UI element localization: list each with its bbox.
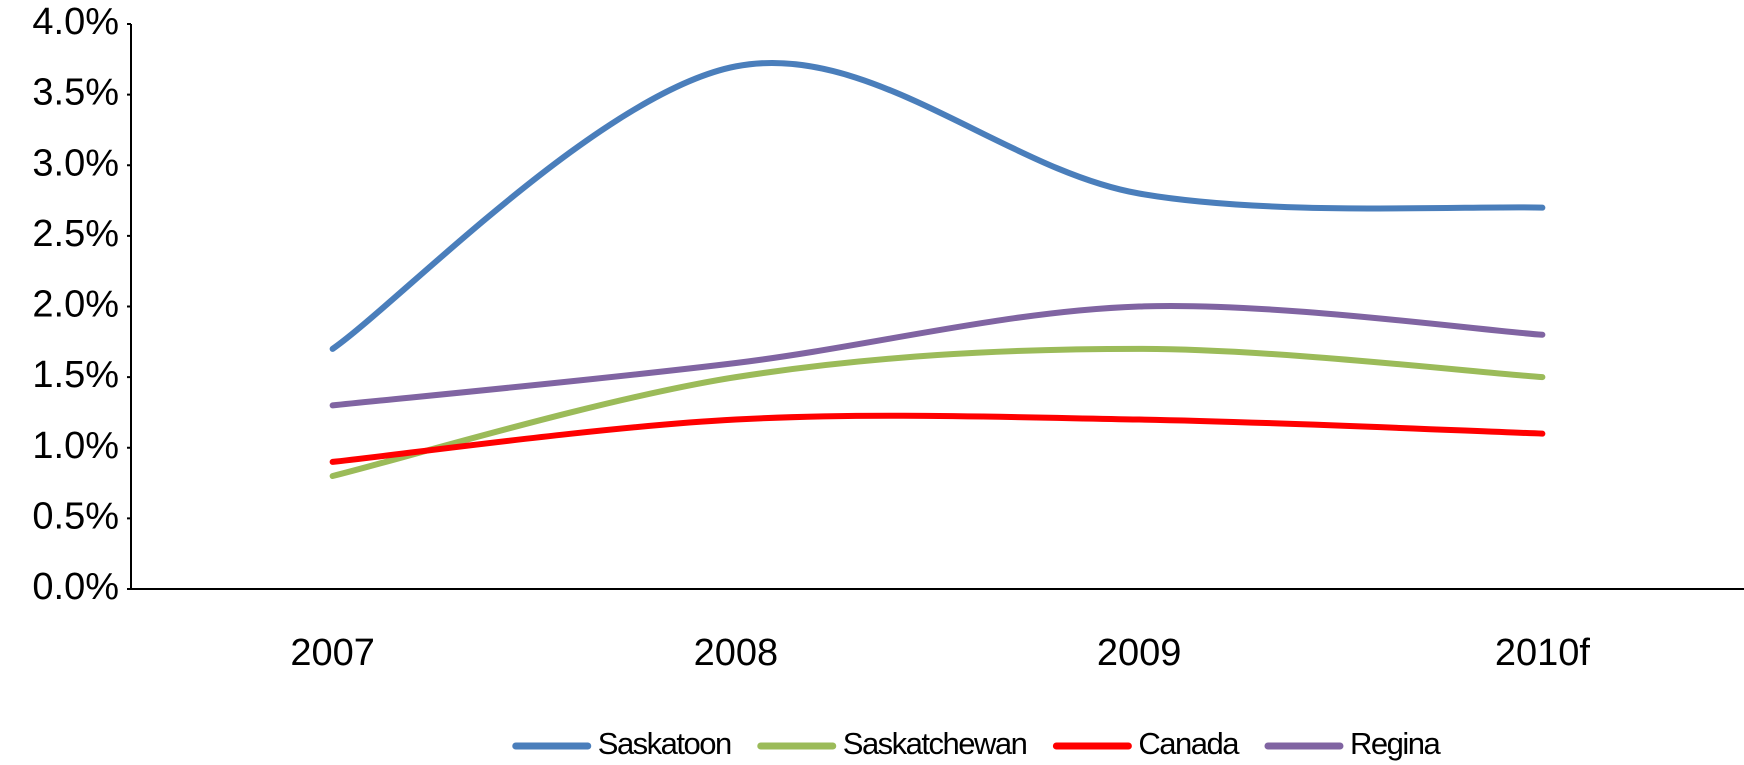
legend-label: Regina — [1350, 726, 1441, 761]
x-tick-label: 2007 — [290, 632, 375, 674]
y-tick-label: 1.5% — [32, 354, 119, 396]
legend-label: Saskatchewan — [843, 726, 1027, 761]
y-tick-label: 4.0% — [32, 1, 119, 43]
x-tick-label: 2008 — [694, 632, 779, 674]
series-line — [329, 345, 1546, 479]
y-tick-label: 3.5% — [32, 72, 119, 114]
y-tick-label: 0.0% — [32, 566, 119, 608]
legend-label: Saskatoon — [598, 726, 731, 761]
y-tick-label: 1.0% — [32, 425, 119, 467]
series-line — [329, 303, 1546, 409]
series-line — [329, 59, 1546, 352]
x-tick-label: 2009 — [1097, 632, 1182, 674]
x-tick-label: 2010f — [1495, 632, 1591, 674]
legend-label: Canada — [1138, 726, 1240, 761]
y-tick-label: 2.5% — [32, 213, 119, 255]
y-tick-label: 2.0% — [32, 284, 119, 326]
y-tick-label: 0.5% — [32, 495, 119, 537]
series-line — [329, 412, 1546, 465]
y-tick-label: 3.0% — [32, 142, 119, 184]
